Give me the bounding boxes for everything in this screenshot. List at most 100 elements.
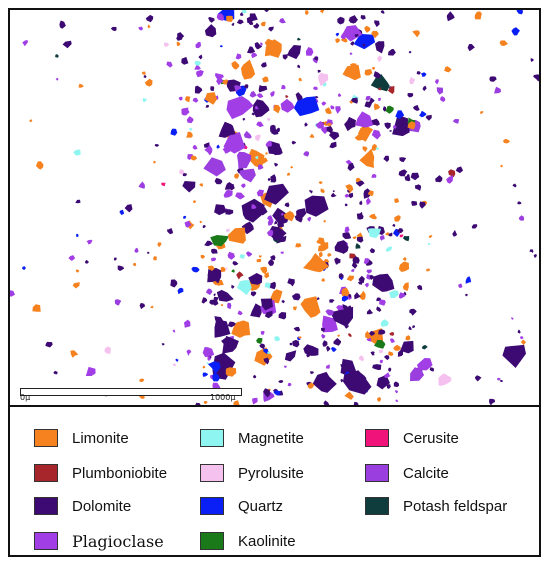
mineral-grain bbox=[199, 220, 202, 224]
mineral-grain bbox=[352, 236, 357, 240]
legend-label: Kaolinite bbox=[238, 532, 296, 550]
mineral-grain bbox=[220, 266, 226, 272]
mineral-grain bbox=[344, 226, 350, 234]
mineral-grain bbox=[175, 358, 179, 362]
mineral-grain bbox=[376, 397, 381, 402]
mineral-grain bbox=[383, 355, 390, 361]
scale-bar-start-label: 0µ bbox=[20, 393, 31, 402]
mineral-grain bbox=[389, 290, 399, 299]
mineral-grain bbox=[356, 211, 364, 220]
mineral-grain bbox=[335, 38, 341, 44]
mineral-grain bbox=[234, 173, 239, 179]
mineral-grain bbox=[355, 111, 374, 128]
mineral-grain bbox=[256, 121, 264, 128]
mineral-grain bbox=[191, 266, 200, 273]
mineral-grain bbox=[280, 251, 284, 254]
mineral-grain bbox=[410, 367, 425, 382]
mineral-grain bbox=[163, 42, 170, 47]
mineral-grain bbox=[235, 192, 245, 200]
mineral-grain bbox=[192, 145, 198, 150]
mineral-grain bbox=[370, 351, 375, 356]
mineral-grain bbox=[407, 93, 414, 98]
mineral-grain bbox=[353, 401, 359, 405]
mineral-grain bbox=[327, 123, 332, 127]
mineral-grain bbox=[114, 257, 117, 261]
mineral-grain bbox=[337, 334, 340, 337]
mineral-grain bbox=[210, 86, 215, 91]
mineral-grain bbox=[489, 76, 497, 82]
mineral-grain bbox=[345, 184, 354, 194]
mineral-grain bbox=[274, 162, 278, 167]
mineral-grain bbox=[436, 87, 444, 95]
mineral-grain bbox=[278, 312, 287, 320]
mineral-grain bbox=[502, 344, 526, 368]
mineral-grain bbox=[348, 192, 354, 199]
mineral-grain bbox=[223, 189, 233, 198]
mineral-grain bbox=[150, 305, 154, 309]
mineral-grain bbox=[290, 166, 294, 169]
mineral-grain bbox=[104, 346, 111, 355]
mineral-grain bbox=[321, 101, 327, 106]
mineral-grain bbox=[358, 125, 374, 142]
mineral-grain bbox=[75, 199, 81, 204]
mineral-grain bbox=[264, 39, 282, 58]
mineral-grain bbox=[207, 361, 221, 375]
mineral-grain bbox=[264, 282, 271, 290]
mineral-grain bbox=[330, 306, 354, 327]
mineral-grain bbox=[270, 255, 276, 261]
mineral-grain bbox=[516, 10, 523, 15]
mineral-grain bbox=[333, 338, 342, 346]
mineral-grain bbox=[300, 296, 321, 318]
mineral-grain bbox=[254, 42, 263, 50]
mineral-grain bbox=[132, 262, 137, 266]
mineral-grain bbox=[375, 147, 380, 150]
mineral-grain bbox=[497, 377, 501, 381]
mineral-grain bbox=[240, 12, 244, 16]
mineral-grain bbox=[251, 52, 258, 59]
mineral-grain bbox=[366, 308, 374, 315]
mineral-grain bbox=[318, 72, 329, 87]
mineral-grain bbox=[398, 261, 410, 272]
mineral-grain bbox=[303, 151, 310, 157]
mineral-grain bbox=[369, 331, 375, 336]
mineral-grain bbox=[270, 289, 283, 304]
mineral-grain bbox=[247, 46, 256, 54]
mineral-grain bbox=[358, 355, 365, 362]
mineral-grain bbox=[372, 273, 395, 292]
mineral-grain bbox=[419, 201, 426, 209]
mineral-grain bbox=[258, 85, 268, 93]
mineral-grain bbox=[264, 10, 269, 13]
mineral-grain bbox=[86, 239, 93, 245]
mineral-grain bbox=[268, 26, 274, 32]
mineral-grain bbox=[363, 188, 372, 199]
mineral-grain bbox=[204, 144, 213, 156]
legend-label: Limonite bbox=[72, 429, 129, 447]
mineral-grain bbox=[76, 233, 79, 237]
mineral-grain bbox=[304, 122, 308, 127]
mineral-grain bbox=[188, 128, 193, 131]
mineral-grain bbox=[154, 144, 159, 147]
mineral-grain bbox=[227, 251, 235, 260]
mineral-grain bbox=[359, 290, 366, 300]
mineral-grain bbox=[172, 329, 176, 333]
mineral-grain bbox=[242, 118, 246, 121]
mineral-grain bbox=[250, 303, 262, 318]
mineral-grain bbox=[392, 224, 396, 227]
mineral-grain bbox=[385, 246, 393, 252]
mineral-grain bbox=[287, 172, 291, 176]
mineral-grain bbox=[199, 183, 203, 187]
mineral-grain bbox=[207, 269, 215, 278]
mineral-grain bbox=[315, 95, 319, 99]
mineral-grain bbox=[267, 351, 271, 354]
mineral-grain bbox=[392, 114, 410, 137]
mineral-grain bbox=[385, 105, 394, 114]
mineral-grain bbox=[203, 401, 208, 405]
mineral-grain bbox=[330, 346, 337, 352]
mineral-grain bbox=[411, 200, 418, 206]
mineral-grain bbox=[192, 97, 199, 103]
mineral-grain bbox=[237, 280, 252, 296]
mineral-grain bbox=[386, 384, 391, 389]
mineral-grain bbox=[342, 64, 361, 81]
mineral-grain bbox=[519, 336, 524, 340]
legend-label: Dolomite bbox=[72, 497, 132, 515]
